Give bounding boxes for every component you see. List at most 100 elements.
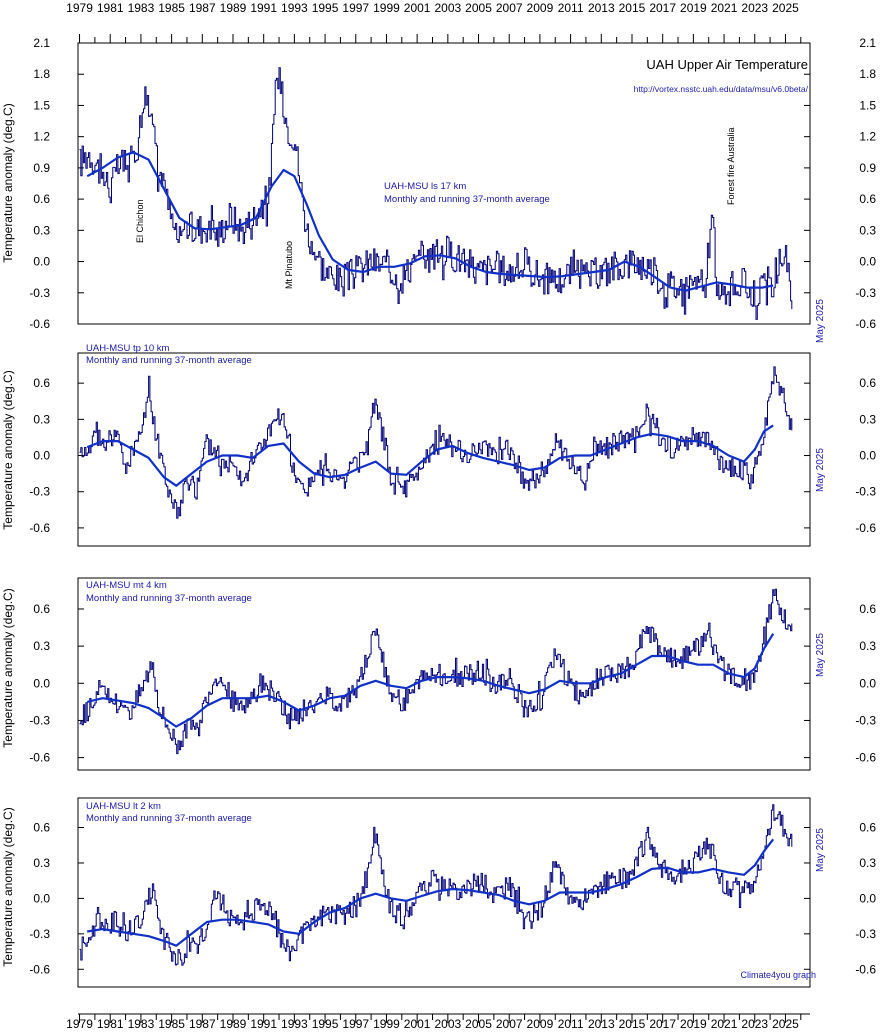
y-tick-label-left: -0.6 [29, 521, 50, 535]
x-tick-label: 2021 [711, 1017, 738, 1031]
y-tick-label-left: -0.6 [29, 962, 50, 976]
x-axis-bottom: 1979 1981 1983 1985 1987 1989 1991 1993 1995 1997… [66, 1013, 810, 1031]
y-tick-label-right: 2.1 [859, 36, 876, 50]
x-tick-label: 2001 [404, 1, 431, 15]
panel-lt: 0.6 0.6 0.3 0.3 0.0 0.0 -0.3 -0.3 -0.6 -0.6 [29, 797, 876, 988]
panel-ls: 2.1 2.1 1.8 1.8 1.5 1.5 1.2 1.2 0.9 0.9 0.6 0.6 0.3 0… [29, 36, 876, 331]
source-url: http://vortex.nsstc.uah.edu/data/msu/v6.… [634, 84, 809, 94]
y-tick-label-right: 0.6 [859, 192, 876, 206]
y-tick-label-right: -0.6 [855, 521, 876, 535]
y-tick-label-left: 0.3 [33, 223, 50, 237]
x-tick-label: 2015 [619, 1017, 646, 1031]
y-tick-label-right: 0.0 [859, 449, 876, 463]
y-tick-label-left: 0.6 [33, 376, 50, 390]
y-tick-label-left: 0.6 [33, 192, 50, 206]
y-tick-label-right: 1.8 [859, 67, 876, 81]
y-tick-label-right: -0.6 [855, 751, 876, 765]
end-date-label-mt: May 2025 [815, 633, 826, 677]
x-tick-label: 2007 [496, 1017, 523, 1031]
y-tick-label-right: 1.5 [859, 98, 876, 112]
y-tick-label-right: 0.0 [859, 676, 876, 690]
y-tick-label-left: 1.8 [33, 67, 50, 81]
x-tick-label: 1989 [220, 1, 247, 15]
x-tick-label: 2015 [619, 1, 646, 15]
y-tick-label-left: 0.0 [33, 676, 50, 690]
y-tick-label-right: 0.9 [859, 161, 876, 175]
running-mean-line-ls [86, 151, 774, 292]
panels-layer: 2.1 2.11.8 1.81.5 1.51.2 1.20.9 0.90.6 0.60.3 0… [29, 36, 876, 988]
text-layer: UAH Upper Air Temperature http://vortex.… [1, 57, 826, 980]
y-tick-label-left: 0.3 [33, 412, 50, 426]
x-tick-label: 2009 [527, 1, 554, 15]
panel-frame-lt [77, 797, 811, 988]
y-tick-label-left: -0.3 [29, 713, 50, 727]
x-tick-label: 2009 [527, 1017, 554, 1031]
y-tick-label-left: 0.9 [33, 161, 50, 175]
x-tick-label: 1993 [281, 1, 308, 15]
annotation-forest-fire: Forest fire Australia [726, 127, 736, 205]
y-tick-label-left: 0.3 [33, 639, 50, 653]
panel-frame-mt [77, 577, 811, 771]
y-tick-label-right: 0.6 [859, 602, 876, 616]
monthly-line-lt [79, 804, 793, 966]
x-tick-label: 1995 [312, 1017, 339, 1031]
y-tick-label-right: 0.0 [859, 255, 876, 269]
x-axes-layer: 1979 1981 1983 1985 1987 1989 1991 1993 1995 1997… [66, 1, 810, 1031]
y-tick-label-left: 1.2 [33, 130, 50, 144]
y-tick-label-right: 0.6 [859, 376, 876, 390]
y-tick-label-right: 0.0 [859, 891, 876, 905]
series-label-tp: UAH-MSU tp 10 km [86, 343, 169, 354]
x-tick-label: 2017 [649, 1017, 676, 1031]
y-axis-label-ls: Temperature anomaly (deg.C) [1, 103, 15, 262]
y-tick-label-right: -0.6 [855, 317, 876, 331]
x-tick-label: 1999 [373, 1017, 400, 1031]
series-sublabel-tp: Monthly and running 37-month average [86, 355, 252, 366]
x-tick-label: 2019 [680, 1017, 707, 1031]
x-tick-label: 2013 [588, 1017, 615, 1031]
x-tick-label: 2021 [711, 1, 738, 15]
x-tick-label: 1991 [250, 1017, 277, 1031]
x-tick-label: 2007 [496, 1, 523, 15]
y-tick-label-left: 0.6 [33, 821, 50, 835]
x-tick-label: 1983 [128, 1, 155, 15]
series-label-mt: UAH-MSU mt 4 km [86, 580, 167, 591]
running-mean-line-tp [86, 424, 774, 487]
series-sublabel-mt: Monthly and running 37-month average [86, 593, 252, 604]
x-tick-label: 2025 [772, 1, 799, 15]
y-tick-label-left: 0.0 [33, 449, 50, 463]
panel-tp: 0.6 0.6 0.3 0.3 0.0 0.0 -0.3 -0.3 -0.6 -0.6 [29, 352, 876, 547]
y-tick-label-right: -0.6 [855, 962, 876, 976]
y-tick-label-left: 0.6 [33, 602, 50, 616]
y-tick-label-right: 0.6 [859, 821, 876, 835]
y-tick-label-left: -0.3 [29, 485, 50, 499]
x-tick-label: 1979 [66, 1, 93, 15]
running-mean-line-mt [86, 633, 775, 728]
x-tick-label: 1981 [97, 1017, 124, 1031]
x-axis-top: 1979 1981 1983 1985 1987 1989 1991 1993 1995 1997… [66, 1, 810, 44]
y-tick-label-right: -0.3 [855, 713, 876, 727]
y-tick-label-right: -0.3 [855, 485, 876, 499]
y-axis-label-tp: Temperature anomaly (deg.C) [1, 370, 15, 529]
x-tick-label: 2005 [465, 1, 492, 15]
x-tick-label: 2005 [465, 1017, 492, 1031]
y-tick-label-left: -0.6 [29, 317, 50, 331]
y-tick-label-left: 1.5 [33, 98, 50, 112]
x-tick-label: 1993 [281, 1017, 308, 1031]
series-sublabel-ls: Monthly and running 37-month average [384, 194, 550, 205]
x-tick-label: 2019 [680, 1, 707, 15]
y-tick-label-right: -0.3 [855, 286, 876, 300]
x-tick-label: 2017 [649, 1, 676, 15]
x-tick-label: 2011 [558, 1, 584, 15]
y-tick-label-left: -0.6 [29, 751, 50, 765]
y-tick-label-right: 0.3 [859, 856, 876, 870]
x-tick-label: 2025 [772, 1017, 799, 1031]
x-tick-label: 1985 [158, 1, 185, 15]
x-tick-label: 1991 [250, 1, 277, 15]
monthly-line-mt [79, 588, 793, 755]
end-date-label-tp: May 2025 [815, 448, 826, 492]
x-tick-label: 2003 [434, 1017, 461, 1031]
y-tick-label-left: 0.3 [33, 856, 50, 870]
